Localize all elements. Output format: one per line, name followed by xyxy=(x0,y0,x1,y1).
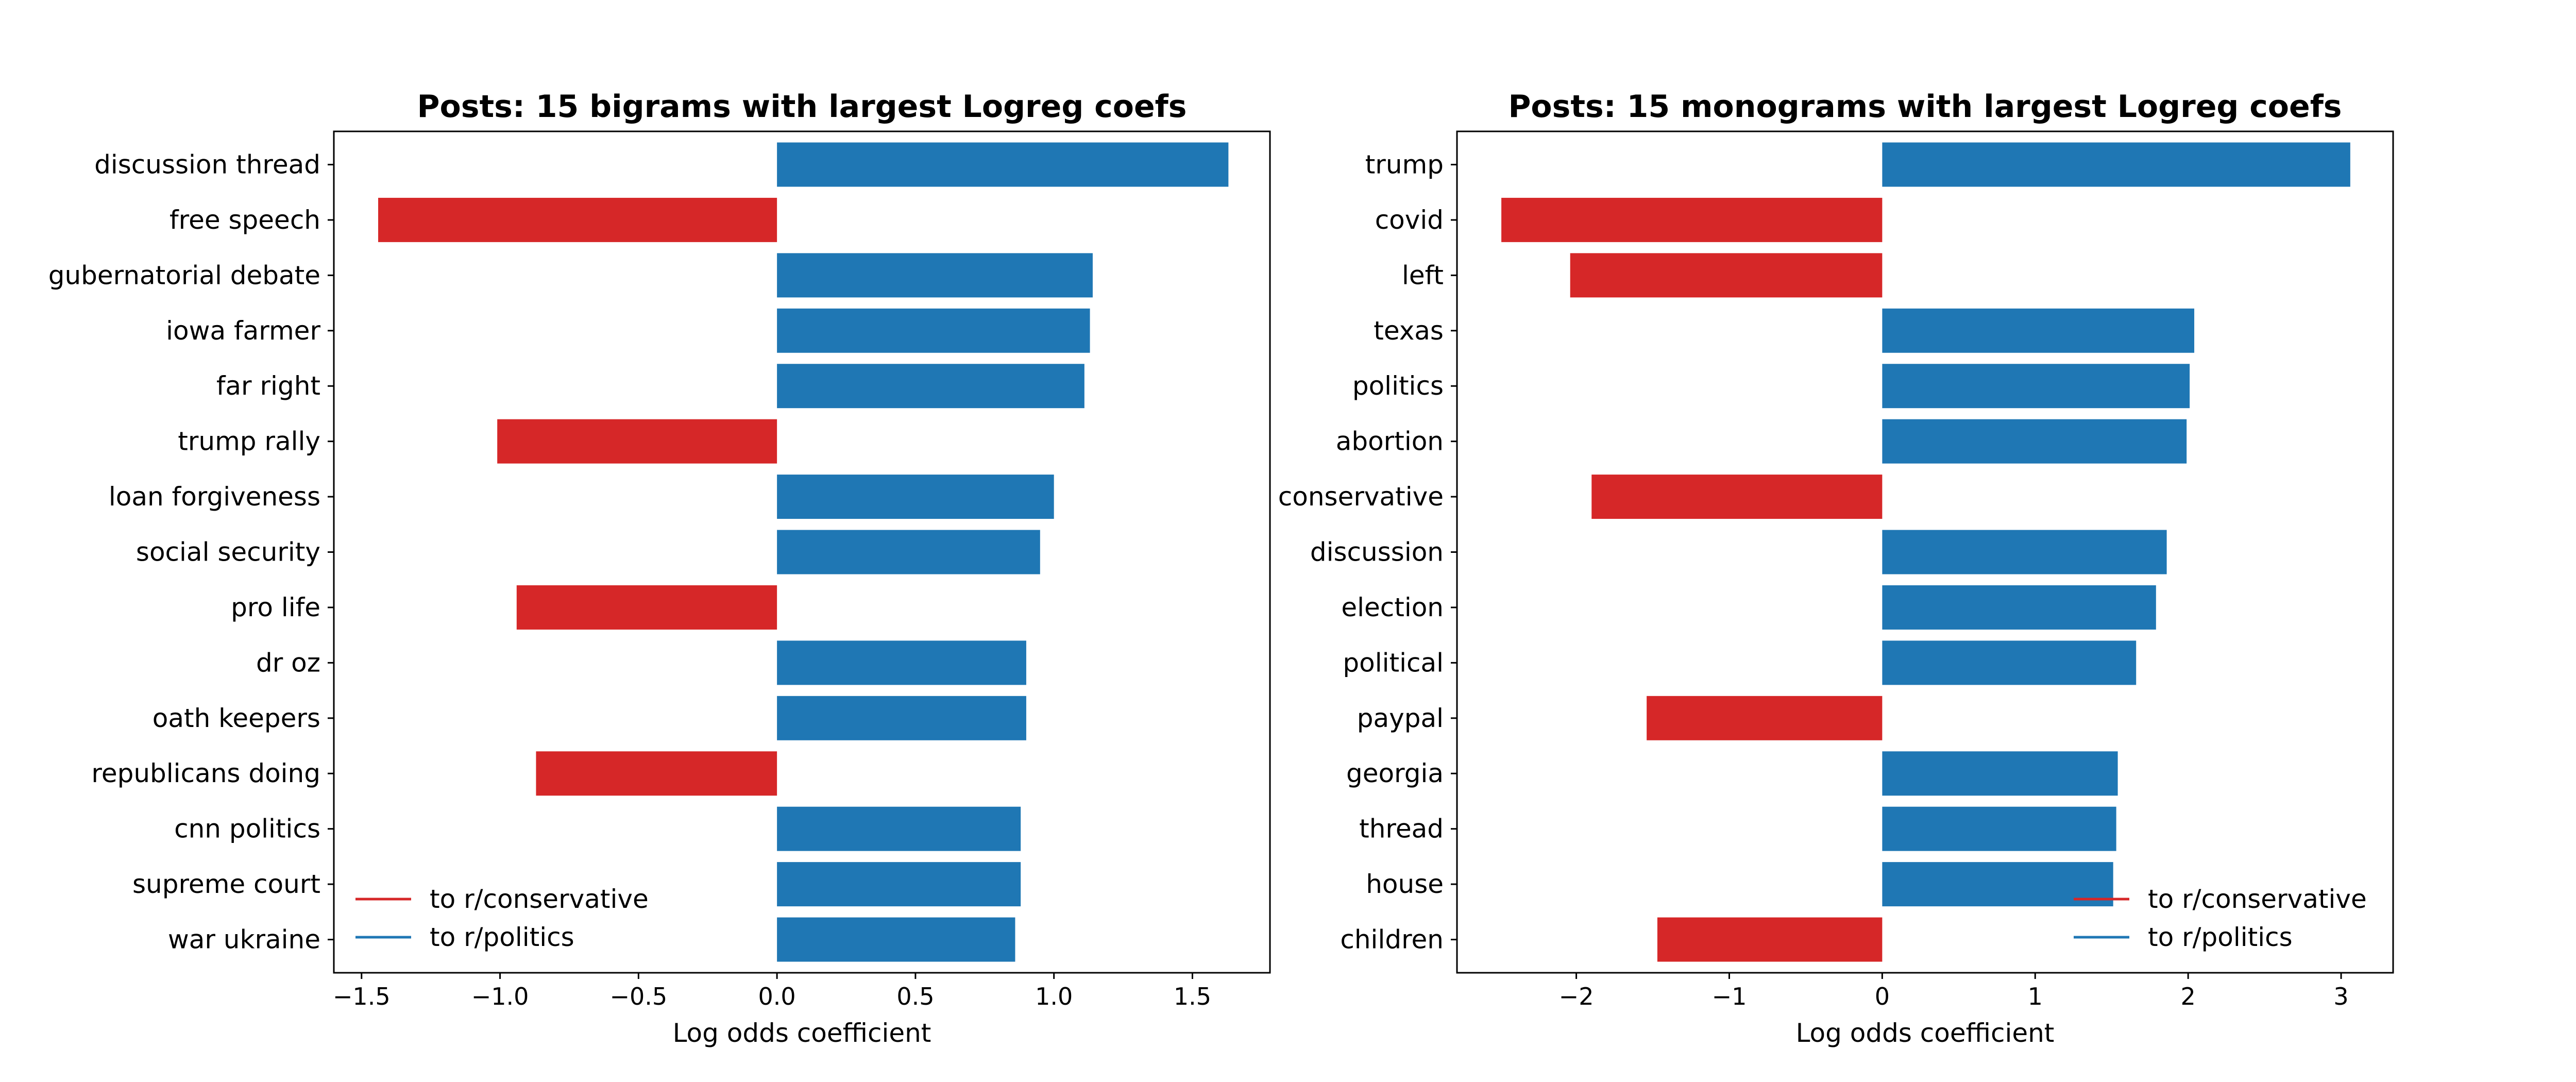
xtick-label: 1.5 xyxy=(1174,983,1211,1010)
xtick-label: −1 xyxy=(1712,983,1747,1010)
ytick-label: politics xyxy=(1352,371,1444,401)
ytick-label: abortion xyxy=(1336,427,1444,457)
ytick-label: georgia xyxy=(1346,758,1444,788)
bar-thread xyxy=(1882,806,2116,851)
bar-trump xyxy=(1882,142,2350,187)
xtick-label: −1.0 xyxy=(471,983,529,1010)
ytick-label: free speech xyxy=(170,205,320,235)
ytick-label: left xyxy=(1402,260,1444,290)
ytick-label: discussion xyxy=(1310,537,1444,567)
bar-war-ukraine xyxy=(777,917,1015,962)
ytick-label: paypal xyxy=(1357,703,1444,733)
ytick-label: house xyxy=(1366,869,1444,899)
ytick-label: discussion thread xyxy=(94,149,320,179)
bar-loan-forgiveness xyxy=(777,475,1054,519)
legend-label: to r/politics xyxy=(430,922,574,952)
ytick-label: pro life xyxy=(231,593,320,622)
ytick-label: election xyxy=(1341,593,1444,622)
bar-discussion xyxy=(1882,530,2167,574)
ytick-label: gubernatorial debate xyxy=(48,260,320,290)
x-axis-label: Log odds coefficient xyxy=(1796,1018,2055,1048)
legend-label: to r/politics xyxy=(2148,922,2293,952)
x-axis-label: Log odds coefficient xyxy=(673,1018,931,1048)
bar-oath-keepers xyxy=(777,696,1026,740)
bar-georgia xyxy=(1882,751,2118,796)
xtick-label: 1.0 xyxy=(1035,983,1073,1010)
chart-panel-2: trump covid left texas politics abortion conse… xyxy=(1278,89,2394,1048)
xtick-label: −0.5 xyxy=(609,983,667,1010)
ytick-label: conservative xyxy=(1278,482,1444,512)
xtick-label: 3 xyxy=(2333,983,2348,1010)
ytick-label: war ukraine xyxy=(168,925,320,955)
xtick-label: −2 xyxy=(1559,983,1594,1010)
legend: to r/conservative to r/politics xyxy=(2074,884,2367,952)
legend: to r/conservative to r/politics xyxy=(355,884,649,952)
ytick-label: political xyxy=(1343,648,1444,678)
ytick-label: iowa farmer xyxy=(166,316,320,346)
bar-left xyxy=(1570,253,1883,298)
bar-politics xyxy=(1882,364,2190,409)
ytick-label: oath keepers xyxy=(152,703,320,733)
ytick-label: social security xyxy=(136,537,320,567)
bar-election xyxy=(1882,585,2156,630)
legend-label: to r/conservative xyxy=(2148,884,2367,914)
ytick-label: trump rally xyxy=(178,427,320,457)
ytick-label: dr oz xyxy=(256,648,320,678)
ytick-label: children xyxy=(1340,925,1444,955)
xtick-label: 0.5 xyxy=(896,983,934,1010)
ytick-label: covid xyxy=(1375,205,1444,235)
ytick-label: cnn politics xyxy=(174,814,320,844)
bar-cnn-politics xyxy=(777,806,1021,851)
bar-iowa-farmer xyxy=(777,308,1090,353)
xtick-label: 2 xyxy=(2181,983,2196,1010)
bar-discussion-thread xyxy=(777,142,1229,187)
bar-republicans-doing xyxy=(536,751,777,796)
ytick-label: loan forgiveness xyxy=(109,482,320,512)
bar-texas xyxy=(1882,308,2195,353)
bar-pro-life xyxy=(516,585,777,630)
bar-free-speech xyxy=(378,197,777,242)
xtick-label: 1 xyxy=(2028,983,2043,1010)
bar-children xyxy=(1657,917,1883,962)
bar-covid xyxy=(1501,197,1883,242)
xtick-label: 0 xyxy=(1875,983,1890,1010)
bar-gubernatorial-debate xyxy=(777,253,1093,298)
chart-panel-1: discussion thread free speech gubernatoria… xyxy=(48,89,1271,1048)
bar-paypal xyxy=(1647,696,1883,740)
bar-supreme-court xyxy=(777,862,1021,907)
ytick-label: texas xyxy=(1374,316,1444,346)
ytick-label: supreme court xyxy=(132,869,320,899)
bar-trump-rally xyxy=(497,419,777,464)
legend-label: to r/conservative xyxy=(430,884,649,914)
bar-political xyxy=(1882,640,2137,685)
bar-abortion xyxy=(1882,419,2187,464)
bar-conservative xyxy=(1591,475,1883,519)
ytick-label: thread xyxy=(1359,814,1444,844)
ytick-label: trump xyxy=(1365,149,1444,179)
ytick-label: far right xyxy=(216,371,320,401)
chart-title: Posts: 15 bigrams with largest Logreg co… xyxy=(417,89,1187,125)
bar-far-right xyxy=(777,364,1084,409)
bar-dr-oz xyxy=(777,640,1026,685)
ytick-label: republicans doing xyxy=(91,758,320,788)
xtick-label: 0.0 xyxy=(758,983,796,1010)
chart-title: Posts: 15 monograms with largest Logreg … xyxy=(1508,89,2342,125)
xtick-label: −1.5 xyxy=(333,983,391,1010)
bar-social-security xyxy=(777,530,1040,574)
